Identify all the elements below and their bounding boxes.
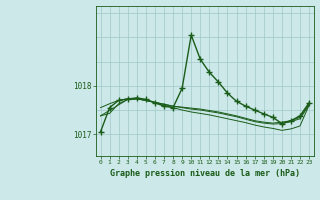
X-axis label: Graphe pression niveau de la mer (hPa): Graphe pression niveau de la mer (hPa) (110, 169, 300, 178)
